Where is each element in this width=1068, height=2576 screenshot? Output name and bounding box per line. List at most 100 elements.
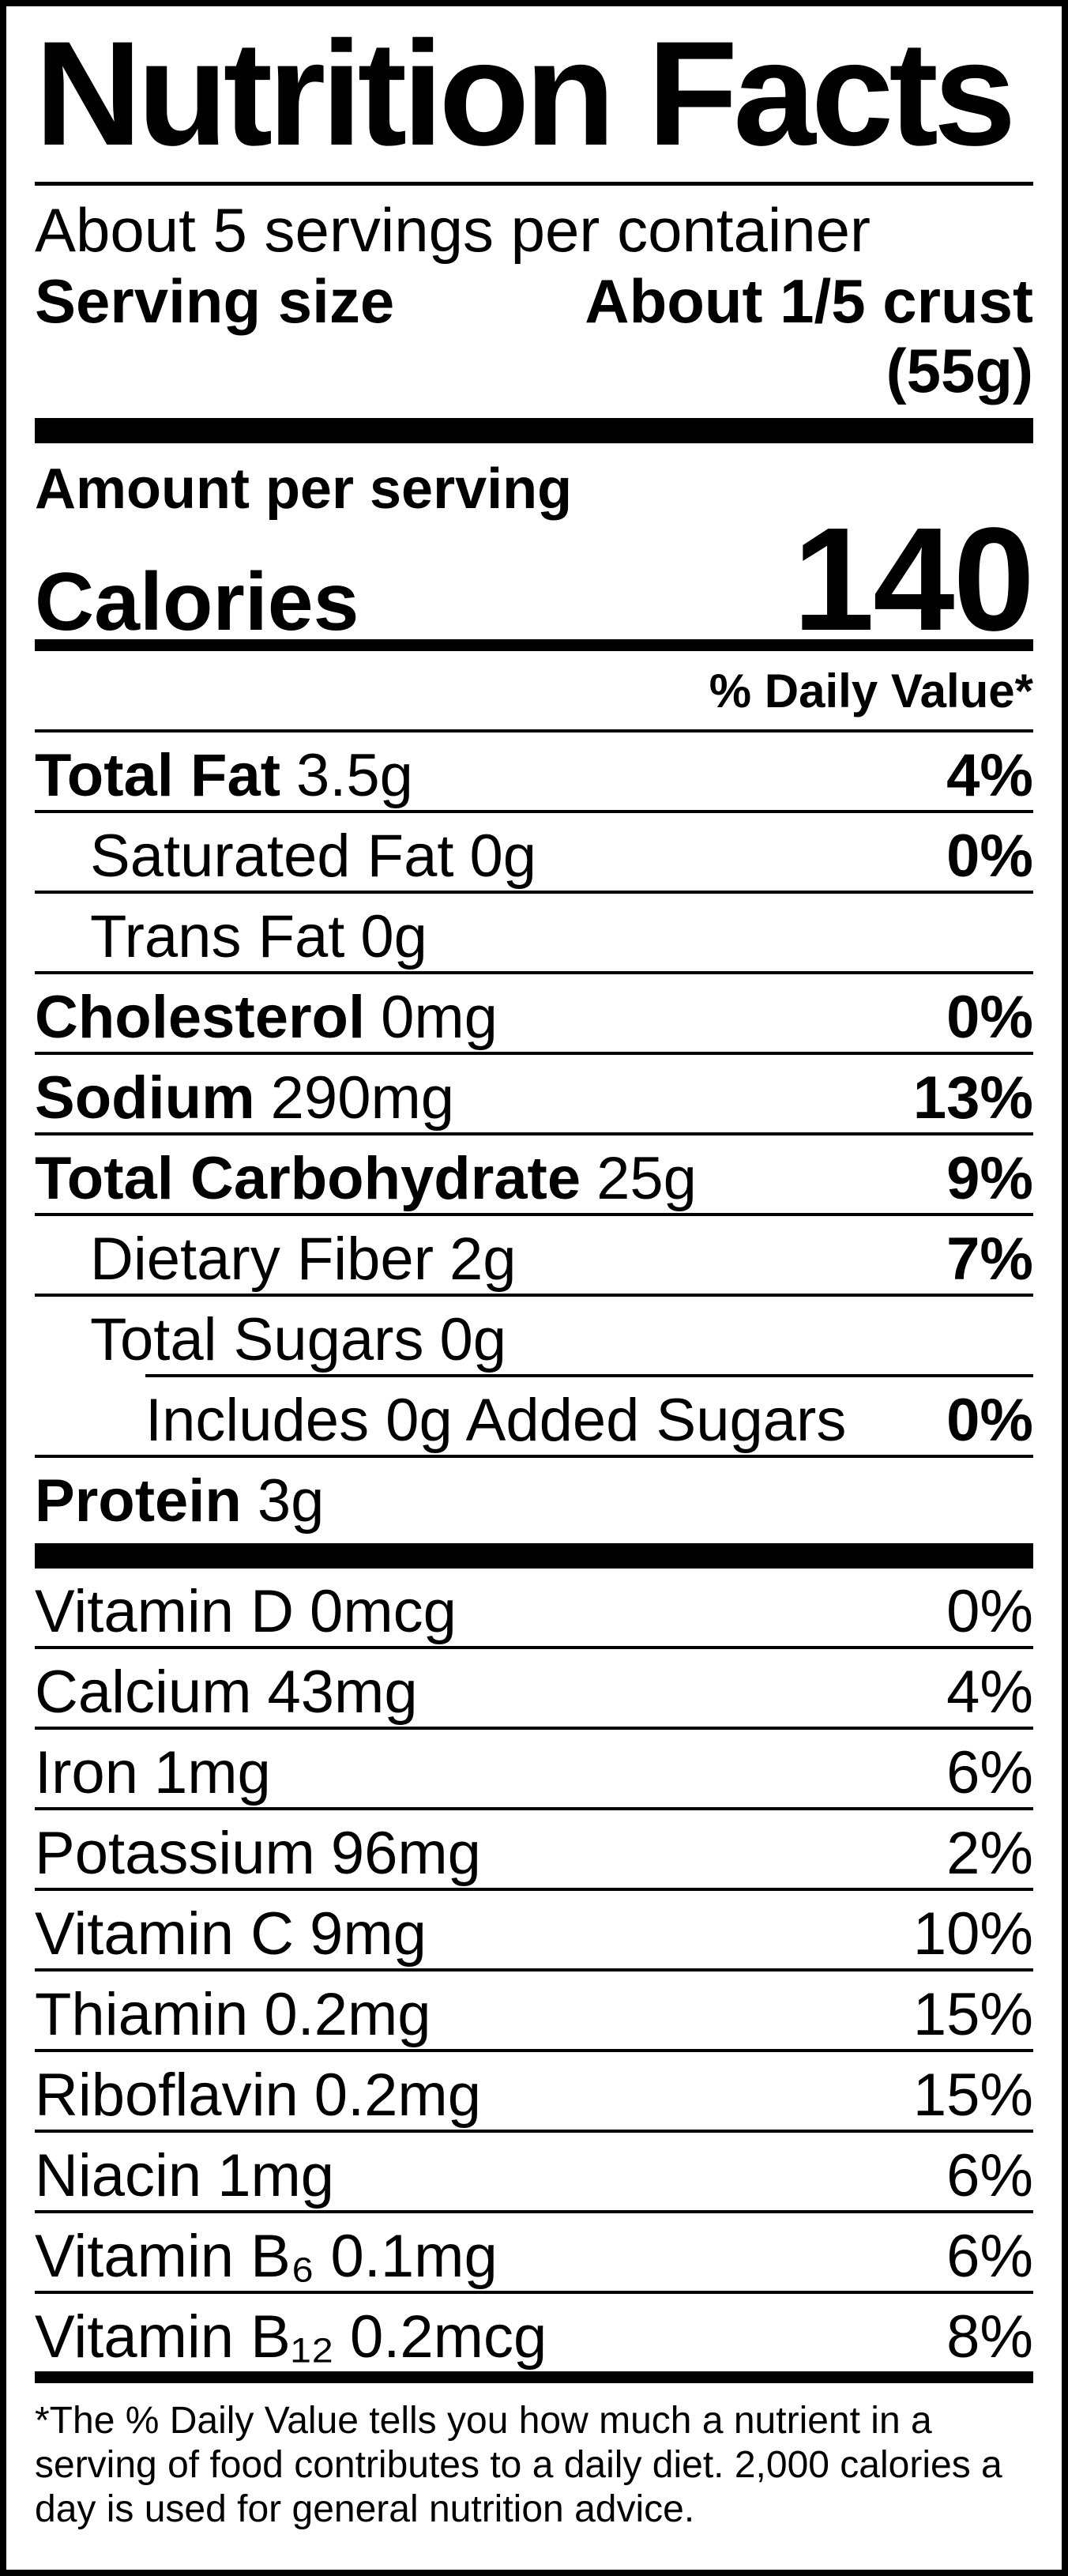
nutrient-name-amount: Total Sugars 0g (35, 1306, 506, 1374)
nutrient-row: Total Fat 3.5g 4% (35, 733, 1033, 813)
micronutrient-row: Vitamin C 9mg 10% (35, 1891, 1033, 1972)
micronutrient-name-amount: Vitamin B₆ 0.1mg (35, 2223, 498, 2291)
serving-size-row: Serving size About 1/5 crust (55g) (35, 266, 1033, 405)
nutrient-name: Includes 0g Added Sugars (145, 1387, 847, 1454)
micronutrient-name: Thiamin (35, 1981, 249, 2048)
micronutrient-row: Vitamin D 0mcg 0% (35, 1569, 1033, 1649)
nutrient-amount: 0g (360, 903, 427, 970)
micronutrient-row: Thiamin 0.2mg 15% (35, 1972, 1033, 2052)
micronutrient-daily-value: 4% (946, 1659, 1033, 1726)
micronutrient-name-amount: Vitamin C 9mg (35, 1900, 427, 1968)
nutrient-name: Total Fat (35, 742, 281, 809)
nutrient-row: Saturated Fat 0g 0% (35, 813, 1033, 894)
amount-per-serving-label: Amount per serving (35, 458, 573, 521)
serving-size-value: About 1/5 crust (55g) (585, 266, 1033, 405)
nutrient-name: Cholesterol (35, 984, 366, 1051)
micronutrient-name: Potassium (35, 1820, 315, 1887)
micronutrient-name: Niacin (35, 2142, 202, 2209)
micronutrients-section: Vitamin D 0mcg 0% Calcium 43mg 4% Iron 1mg … (35, 1569, 1033, 2371)
micronutrient-name: Vitamin B₆ (35, 2223, 315, 2290)
micronutrient-name-amount: Niacin 1mg (35, 2142, 334, 2210)
calories-row: Calories 140 (35, 498, 1035, 661)
micronutrient-name-amount: Calcium 43mg (35, 1659, 418, 1727)
micronutrient-daily-value: 0% (946, 1578, 1033, 1645)
micronutrient-daily-value: 6% (946, 2142, 1033, 2209)
nutrient-row: Sodium 290mg 13% (35, 1055, 1033, 1135)
nutrient-name: Protein (35, 1467, 242, 1535)
micronutrient-amount: 0.2mg (314, 2062, 481, 2129)
calories-divider (35, 639, 1033, 651)
micronutrient-daily-value: 15% (912, 2062, 1033, 2129)
nutrient-daily-value: 13% (912, 1064, 1033, 1132)
nutrient-name: Total Sugars (90, 1306, 424, 1373)
daily-value-header: % Daily Value* (35, 651, 1033, 733)
nutrient-name-amount: Cholesterol 0mg (35, 984, 498, 1052)
micronutrient-amount: 96mg (330, 1820, 481, 1887)
calories-value: 140 (792, 498, 1035, 661)
nutrient-name: Total Carbohydrate (35, 1145, 581, 1212)
micronutrient-daily-value: 6% (946, 2223, 1033, 2290)
title-divider (35, 182, 1033, 186)
micronutrient-amount: 43mg (267, 1659, 418, 1726)
micronutrient-daily-value: 8% (946, 2303, 1033, 2371)
micronutrient-name: Calcium (35, 1659, 252, 1726)
nutrient-row: Trans Fat 0g (35, 894, 1033, 974)
serving-size-label: Serving size (35, 266, 395, 336)
micronutrient-amount: 0mcg (310, 1578, 457, 1645)
nutrient-name-amount: Protein 3g (35, 1467, 324, 1535)
nutrient-row: Dietary Fiber 2g 7% (35, 1216, 1033, 1297)
nutrient-row: Includes 0g Added Sugars 0% (35, 1377, 1033, 1458)
micronutrient-row: Potassium 96mg 2% (35, 1810, 1033, 1891)
nutrient-amount: 25g (596, 1145, 697, 1212)
micronutrient-name: Iron (35, 1739, 138, 1806)
footnote-text: *The % Daily Value tells you how much a … (35, 2400, 1002, 2530)
micronutrient-row: Niacin 1mg 6% (35, 2133, 1033, 2213)
nutrient-name-amount: Total Fat 3.5g (35, 742, 413, 810)
nutrient-name: Trans Fat (90, 903, 345, 970)
micronutrient-name: Vitamin D (35, 1578, 295, 1645)
micronutrient-name-amount: Potassium 96mg (35, 1820, 481, 1888)
nutrient-amount: 3g (257, 1467, 325, 1535)
serving-section-separator (35, 418, 1033, 443)
micronutrient-name-amount: Riboflavin 0.2mg (35, 2062, 481, 2130)
nutrient-name: Dietary Fiber (90, 1226, 434, 1293)
nutrient-daily-value: 0% (946, 1387, 1033, 1454)
nutrient-daily-value: 0% (946, 823, 1033, 890)
micronutrient-amount: 1mg (153, 1739, 271, 1806)
nutrient-name-amount: Trans Fat 0g (35, 903, 427, 971)
calories-label: Calories (35, 556, 359, 648)
nutrient-amount: 2g (449, 1226, 517, 1293)
added-sugars-divider (145, 1374, 1033, 1377)
micronutrient-daily-value: 6% (946, 1739, 1033, 1806)
micronutrient-amount: 0.2mcg (350, 2303, 547, 2371)
nutrient-amount: 0mg (381, 984, 498, 1051)
micronutrient-name-amount: Vitamin B₁₂ 0.2mcg (35, 2303, 547, 2371)
micronutrient-daily-value: 2% (946, 1820, 1033, 1887)
micronutrient-row: Vitamin B₁₂ 0.2mcg 8% (35, 2294, 1033, 2371)
micronutrient-amount: 1mg (217, 2142, 335, 2209)
nutrient-name-amount: Total Carbohydrate 25g (35, 1145, 697, 1213)
nutrient-name-amount: Saturated Fat 0g (35, 823, 536, 891)
micronutrient-row: Riboflavin 0.2mg 15% (35, 2052, 1033, 2133)
nutrient-daily-value: 9% (946, 1145, 1033, 1212)
nutrient-amount: 0g (469, 823, 537, 890)
nutrient-name: Saturated Fat (90, 823, 454, 890)
nutrient-name-amount: Dietary Fiber 2g (35, 1226, 517, 1294)
nutrient-amount: 0g (439, 1306, 506, 1373)
nutrient-daily-value: 7% (946, 1226, 1033, 1293)
micronutrient-name-amount: Thiamin 0.2mg (35, 1981, 431, 2049)
micronutrient-amount: 9mg (310, 1900, 427, 1968)
label-title: Nutrition Facts (35, 10, 1016, 176)
nutrient-name-amount: Sodium 290mg (35, 1064, 454, 1132)
micronutrient-row: Calcium 43mg 4% (35, 1649, 1033, 1730)
micronutrient-name-amount: Iron 1mg (35, 1739, 271, 1807)
servings-per-container: About 5 servings per container (35, 195, 871, 265)
micronutrient-row: Iron 1mg 6% (35, 1730, 1033, 1810)
protein-separator (35, 1543, 1033, 1569)
micronutrient-amount: 0.2mg (264, 1981, 431, 2048)
nutrient-amount: 3.5g (296, 742, 413, 809)
nutrient-amount: 290mg (270, 1064, 455, 1132)
nutrients-section: Total Fat 3.5g 4% Saturated Fat 0g 0% Tran… (35, 733, 1033, 1543)
nutrient-name-amount: Includes 0g Added Sugars (35, 1387, 846, 1455)
